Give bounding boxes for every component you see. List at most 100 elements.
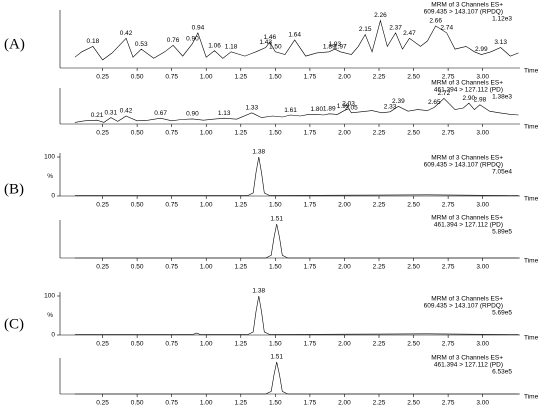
peak-label: 2.72 bbox=[438, 90, 451, 97]
x-axis-label: Time bbox=[524, 258, 539, 265]
x-tick-label: 3.00 bbox=[476, 341, 489, 348]
x-tick-label: 1.00 bbox=[200, 264, 213, 271]
x-tick-label: 1.75 bbox=[304, 74, 317, 81]
x-tick-label: 1.50 bbox=[269, 130, 282, 137]
transition: 461.394 > 127.112 (PD) bbox=[434, 222, 503, 229]
intensity: 1.38e3 bbox=[492, 94, 512, 101]
x-tick-label: 1.00 bbox=[200, 130, 213, 137]
peak-label: 0.90 bbox=[186, 35, 199, 42]
channel: MRM of 3 Channels ES+ bbox=[431, 355, 503, 362]
peak-label: 2.33 bbox=[384, 104, 397, 111]
x-axis-label: Time bbox=[524, 68, 539, 75]
x-tick-label: 2.00 bbox=[338, 74, 351, 81]
x-tick-label: 1.00 bbox=[200, 400, 213, 407]
x-tick-label: 2.00 bbox=[338, 130, 351, 137]
x-tick-label: 0.50 bbox=[131, 74, 144, 81]
x-tick-label: 2.50 bbox=[407, 264, 420, 271]
x-tick-label: 0.50 bbox=[131, 130, 144, 137]
x-tick-label: 2.50 bbox=[407, 341, 420, 348]
peak-label: 1.89 bbox=[323, 105, 336, 112]
peak-label: 2.98 bbox=[474, 97, 487, 104]
peak-label: 2.66 bbox=[429, 18, 442, 25]
peak-label: 1.33 bbox=[246, 105, 259, 112]
trace bbox=[74, 295, 519, 335]
peak-label: 0.94 bbox=[192, 25, 205, 32]
peak-label: 2.90 bbox=[463, 95, 476, 102]
channel: MRM of 3 Channels ES+ bbox=[431, 296, 503, 303]
peak-label: 2.65 bbox=[428, 99, 441, 106]
peak-label: 0.53 bbox=[135, 41, 148, 48]
peak-label: 2.26 bbox=[374, 12, 387, 19]
x-tick-label: 1.75 bbox=[304, 130, 317, 137]
x-tick-label: 3.00 bbox=[476, 130, 489, 137]
x-tick-label: 1.50 bbox=[269, 264, 282, 271]
transition: 609.435 > 143.107 (RPDQ) bbox=[424, 303, 503, 310]
x-tick-label: 0.25 bbox=[96, 202, 109, 209]
peak-label: 0.42 bbox=[120, 108, 133, 115]
peak-label: 2.37 bbox=[389, 25, 402, 32]
x-tick-label: 2.00 bbox=[338, 202, 351, 209]
panel-label: (A) bbox=[4, 36, 25, 52]
x-tick-label: 2.25 bbox=[373, 264, 386, 271]
x-tick-label: 1.00 bbox=[200, 341, 213, 348]
x-tick-label: 0.50 bbox=[131, 400, 144, 407]
x-tick-label: 1.00 bbox=[200, 202, 213, 209]
intensity: 1.12e3 bbox=[492, 16, 512, 23]
y-tick-label: 0 bbox=[51, 193, 55, 200]
x-tick-label: 1.75 bbox=[304, 264, 317, 271]
x-axis-label: Time bbox=[524, 394, 539, 401]
y-tick-label: 0 bbox=[51, 332, 55, 339]
peak-label: 1.51 bbox=[270, 216, 283, 223]
peak-label: 2.05 bbox=[345, 105, 358, 112]
peak-label: 0.18 bbox=[87, 38, 100, 45]
x-axis-label: Time bbox=[524, 196, 539, 203]
x-tick-label: 1.25 bbox=[234, 202, 247, 209]
x-tick-label: 0.25 bbox=[96, 400, 109, 407]
y-tick-label: 100 bbox=[44, 154, 55, 161]
y-axis-label: % bbox=[47, 173, 53, 180]
peak-label: 1.43 bbox=[259, 39, 272, 46]
x-axis-label: Time bbox=[524, 124, 539, 131]
x-tick-label: 2.50 bbox=[407, 74, 420, 81]
x-tick-label: 2.75 bbox=[442, 130, 455, 137]
x-tick-label: 3.00 bbox=[476, 400, 489, 407]
x-tick-label: 2.00 bbox=[338, 400, 351, 407]
x-tick-label: 0.25 bbox=[96, 74, 109, 81]
x-tick-label: 0.25 bbox=[96, 264, 109, 271]
peak-label: 1.99 bbox=[337, 103, 350, 110]
x-tick-label: 0.75 bbox=[165, 341, 178, 348]
x-tick-label: 1.25 bbox=[234, 400, 247, 407]
x-tick-label: 1.50 bbox=[269, 202, 282, 209]
peak-label: 2.39 bbox=[392, 98, 405, 105]
x-tick-label: 0.50 bbox=[131, 202, 144, 209]
trace bbox=[74, 361, 519, 395]
x-tick-label: 1.75 bbox=[304, 400, 317, 407]
peak-label: 1.38 bbox=[252, 149, 265, 156]
y-axis-label: % bbox=[47, 312, 53, 319]
x-tick-label: 2.75 bbox=[442, 74, 455, 81]
panel-label: (C) bbox=[4, 316, 24, 332]
x-tick-label: 2.75 bbox=[442, 264, 455, 271]
x-tick-label: 2.00 bbox=[338, 264, 351, 271]
transition: 609.435 > 143.107 (RPDQ) bbox=[424, 162, 503, 169]
peak-label: 1.93 bbox=[328, 41, 341, 48]
x-tick-label: 2.75 bbox=[442, 400, 455, 407]
peak-label: 3.13 bbox=[494, 39, 507, 46]
x-tick-label: 1.25 bbox=[234, 130, 247, 137]
x-tick-label: 1.50 bbox=[269, 400, 282, 407]
x-tick-label: 2.25 bbox=[373, 341, 386, 348]
x-tick-label: 1.50 bbox=[269, 74, 282, 81]
peak-label: 1.61 bbox=[284, 107, 297, 114]
x-tick-label: 2.25 bbox=[373, 202, 386, 209]
peak-label: 1.97 bbox=[334, 44, 347, 51]
peak-label: 2.15 bbox=[359, 26, 372, 33]
peak-label: 2.47 bbox=[403, 30, 416, 37]
x-tick-label: 1.25 bbox=[234, 264, 247, 271]
transition: 461.394 > 127.112 (PD) bbox=[434, 87, 503, 94]
panel-label: (B) bbox=[4, 181, 24, 197]
trace bbox=[74, 223, 519, 259]
peak-label: 0.67 bbox=[154, 110, 167, 117]
peak-label: 1.51 bbox=[270, 354, 283, 361]
transition: 609.435 > 143.107 (RPDQ) bbox=[424, 9, 503, 16]
